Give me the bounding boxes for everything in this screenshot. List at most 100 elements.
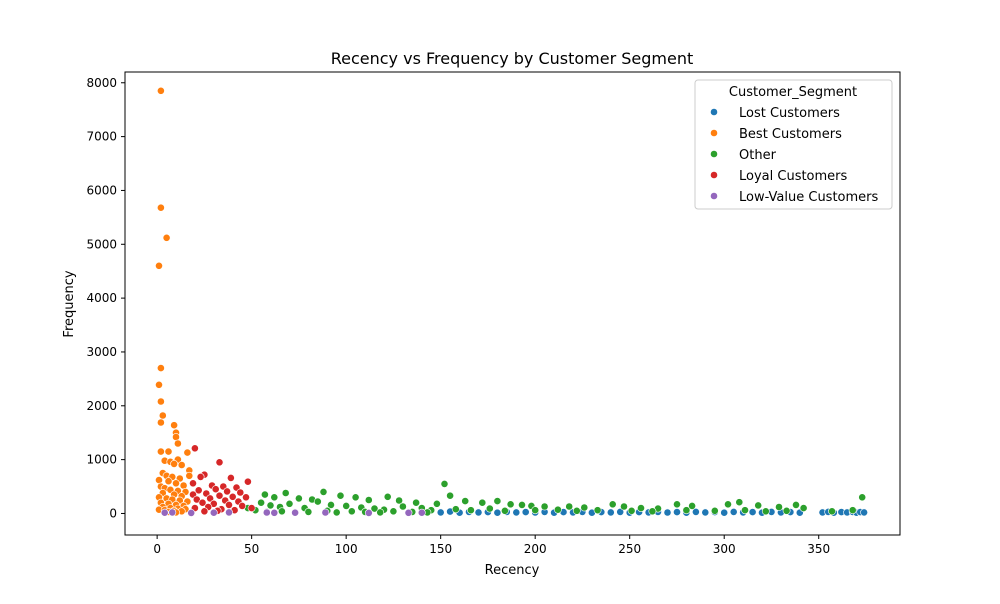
series-4	[160, 508, 426, 517]
data-point	[183, 448, 192, 457]
legend-marker	[710, 192, 718, 200]
series-2	[243, 479, 867, 517]
data-point	[156, 86, 165, 95]
data-point	[701, 508, 710, 517]
data-point	[412, 498, 420, 507]
data-point	[351, 493, 360, 502]
x-tick-label: 50	[244, 542, 259, 556]
data-point	[162, 233, 171, 242]
data-point	[196, 472, 205, 481]
data-point	[260, 490, 269, 499]
data-point	[580, 503, 589, 512]
data-point	[627, 506, 636, 515]
data-point	[493, 497, 502, 505]
data-point	[238, 501, 247, 510]
y-tick-label: 6000	[86, 183, 117, 197]
data-point	[440, 479, 449, 488]
data-point	[291, 508, 299, 517]
data-point	[164, 477, 173, 486]
data-point	[729, 507, 738, 516]
legend-marker	[710, 171, 718, 179]
data-point	[168, 508, 177, 517]
data-point	[215, 491, 224, 500]
data-point	[262, 508, 271, 517]
data-point	[775, 503, 783, 511]
data-point	[673, 500, 681, 509]
legend-marker	[710, 129, 718, 137]
data-point	[170, 421, 178, 430]
data-point	[270, 508, 279, 517]
data-point	[179, 481, 188, 490]
data-point	[313, 497, 322, 506]
data-point	[225, 500, 233, 509]
y-axis-label: Frequency	[62, 270, 77, 337]
data-point	[155, 476, 163, 484]
data-point	[395, 496, 403, 505]
data-point	[160, 508, 169, 517]
legend-label: Best Customers	[739, 127, 842, 142]
data-point	[242, 493, 250, 502]
data-point	[485, 504, 494, 513]
data-point	[446, 491, 454, 500]
y-tick-label: 7000	[86, 130, 117, 144]
data-point	[663, 508, 672, 517]
data-point	[155, 380, 163, 389]
data-point	[266, 501, 275, 510]
legend-marker	[710, 108, 718, 116]
y-tick-label: 2000	[86, 399, 117, 413]
legend-title: Customer_Segment	[729, 85, 857, 100]
data-point	[682, 506, 691, 515]
data-point	[228, 492, 237, 501]
data-point	[172, 479, 180, 488]
data-point	[209, 508, 218, 517]
data-point	[185, 471, 194, 480]
data-point	[277, 507, 286, 516]
data-point	[211, 485, 220, 494]
data-point	[620, 502, 628, 511]
data-point	[761, 507, 770, 516]
points-layer	[155, 86, 868, 517]
data-point	[225, 508, 233, 517]
data-point	[177, 461, 186, 469]
x-tick-label: 200	[524, 542, 547, 556]
data-point	[461, 497, 470, 505]
data-point	[799, 504, 808, 512]
data-point	[782, 506, 791, 515]
data-point	[616, 507, 625, 516]
data-point	[688, 501, 696, 510]
data-point	[648, 507, 657, 516]
data-point	[170, 459, 178, 468]
data-point	[432, 499, 441, 508]
data-point	[190, 444, 199, 453]
data-point	[156, 364, 165, 372]
x-tick-label: 100	[335, 542, 358, 556]
data-point	[466, 506, 475, 515]
data-point	[247, 504, 256, 512]
data-point	[500, 506, 509, 515]
data-point	[720, 508, 729, 517]
data-point	[319, 487, 328, 496]
data-point	[364, 509, 373, 517]
legend-box	[694, 79, 893, 210]
data-point	[754, 501, 763, 510]
legend-label: Lost Customers	[739, 106, 840, 121]
data-point	[164, 447, 173, 456]
y-tick-label: 4000	[86, 291, 117, 305]
data-point	[389, 507, 398, 516]
data-point	[436, 508, 445, 517]
data-point	[376, 508, 385, 517]
axes-layer: 0 50 100 150 200 250 300 350 0 1000 2000 3000 4000 50…	[86, 71, 901, 556]
data-point	[198, 498, 207, 507]
y-tick-label: 1000	[86, 453, 117, 467]
data-point	[281, 489, 290, 497]
data-point	[637, 504, 645, 512]
data-point	[451, 505, 460, 514]
data-point	[155, 261, 163, 270]
data-point	[327, 500, 335, 509]
data-point	[257, 498, 265, 507]
data-point	[593, 506, 602, 515]
legend-marker	[710, 150, 718, 158]
data-point	[474, 508, 483, 517]
data-point	[521, 508, 530, 516]
